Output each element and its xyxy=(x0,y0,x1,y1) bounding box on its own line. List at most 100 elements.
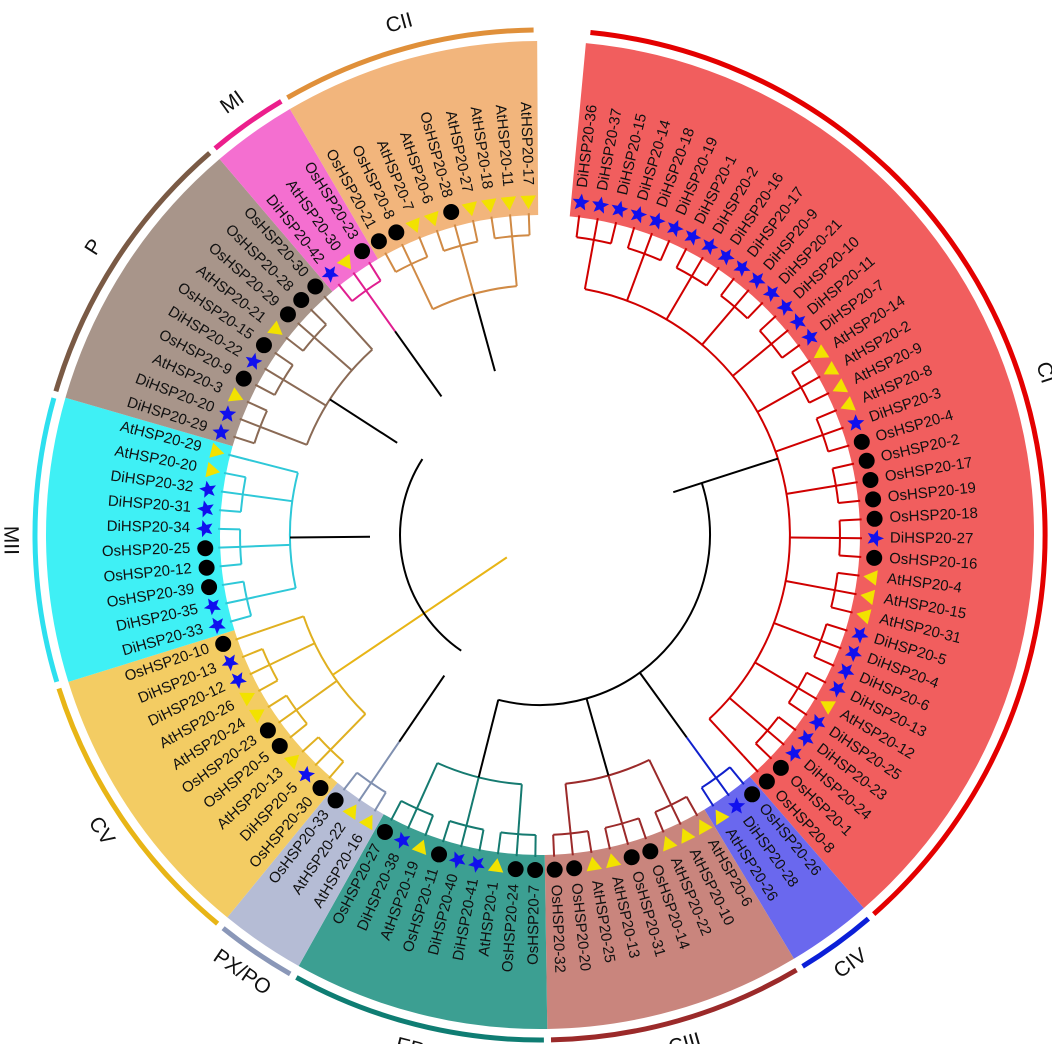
clade-stem xyxy=(672,457,779,494)
tree-branch xyxy=(471,219,479,242)
triangle-marker-icon xyxy=(487,858,504,873)
circle-marker-icon xyxy=(312,780,329,797)
star-marker-icon xyxy=(733,260,751,277)
circle-marker-icon xyxy=(293,292,310,309)
clade-background-px-po xyxy=(227,782,384,967)
tree-branch xyxy=(235,631,257,641)
circle-marker-icon xyxy=(255,337,272,354)
tree-branch xyxy=(787,672,808,704)
tree-branch xyxy=(720,277,735,297)
tree-branch xyxy=(242,581,253,617)
star-marker-icon xyxy=(728,797,746,814)
tree-branch xyxy=(569,833,574,856)
tree-branch xyxy=(246,587,296,600)
tree-branch xyxy=(259,425,308,446)
circle-marker-icon xyxy=(354,243,371,260)
triangle-marker-icon xyxy=(606,853,622,869)
star-marker-icon xyxy=(684,228,702,246)
tree-branch xyxy=(830,606,853,614)
clade-arcs xyxy=(32,27,1048,1043)
tree-branch xyxy=(770,329,789,345)
circle-marker-icon xyxy=(307,278,324,295)
tree-branch xyxy=(576,236,612,245)
tree-branch xyxy=(665,275,693,320)
circle-marker-icon xyxy=(862,471,879,488)
tree-branch xyxy=(459,245,475,295)
triangle-marker-icon xyxy=(205,461,221,478)
tree-branch xyxy=(766,729,785,746)
clade-label-p: P xyxy=(80,235,107,259)
triangle-marker-icon xyxy=(358,814,373,831)
tree-branch xyxy=(415,762,439,809)
clade-arc-mii xyxy=(32,397,60,683)
circle-marker-icon xyxy=(235,370,252,387)
tree-branch xyxy=(254,383,276,396)
tree-branch xyxy=(241,647,263,659)
tree-branch xyxy=(839,518,862,522)
star-marker-icon xyxy=(221,654,239,672)
tree-branch xyxy=(219,563,242,568)
tree-branch xyxy=(586,830,593,854)
tree-branch xyxy=(627,247,662,262)
star-marker-icon xyxy=(797,729,814,747)
clade-background-er xyxy=(298,814,548,1029)
triangle-marker-icon xyxy=(586,856,602,872)
tree-branch xyxy=(835,481,858,487)
tree-branches xyxy=(218,213,862,857)
tree-branch xyxy=(223,471,246,479)
clade-label-cii: CII xyxy=(383,8,415,37)
tree-branch xyxy=(220,490,243,496)
triangle-marker-icon xyxy=(342,804,357,820)
tree-branch xyxy=(297,322,315,339)
tree-branch xyxy=(838,499,861,505)
tree-branch xyxy=(607,775,624,824)
tree-branch xyxy=(815,418,830,452)
leaf-label: OsHSP20-24 xyxy=(499,883,522,972)
tree-branch xyxy=(733,289,750,308)
tree-branch xyxy=(705,266,720,287)
tree-branch xyxy=(690,256,704,277)
tree-branch xyxy=(759,330,783,359)
tree-branch xyxy=(685,796,699,817)
tree-branch xyxy=(351,279,382,302)
triangle-marker-icon xyxy=(461,201,477,217)
circle-marker-icon xyxy=(370,233,387,250)
tree-branch xyxy=(788,701,808,716)
clade-stem xyxy=(638,672,688,738)
tree-branch xyxy=(384,252,397,273)
tree-branch xyxy=(728,697,769,732)
circle-marker-icon xyxy=(376,823,393,840)
circle-marker-icon xyxy=(772,759,789,776)
star-marker-icon xyxy=(837,663,855,681)
tree-branch xyxy=(328,760,345,779)
clade-stem xyxy=(329,398,398,444)
triangle-marker-icon xyxy=(832,378,849,393)
tree-branch xyxy=(759,315,777,332)
tree-branch xyxy=(643,232,654,255)
clade-label-er: ER xyxy=(393,1033,427,1044)
triangle-marker-icon xyxy=(249,709,265,724)
star-marker-icon xyxy=(208,617,226,635)
star-marker-icon xyxy=(229,672,247,689)
star-marker-icon xyxy=(789,313,806,331)
leaf-label: OsHSP20-25 xyxy=(102,540,191,560)
tree-branch xyxy=(490,216,496,239)
clade-arc-mi xyxy=(213,99,283,151)
tree-branch xyxy=(604,827,611,850)
star-marker-icon xyxy=(748,272,766,289)
clade-label-px-po: PX/PO xyxy=(209,945,275,1000)
tree-branch xyxy=(685,736,717,779)
tree-branch xyxy=(773,622,822,642)
clade-arc-civ xyxy=(801,916,871,969)
circle-marker-icon xyxy=(197,540,214,557)
tree-branch xyxy=(700,787,715,807)
tree-branch xyxy=(289,723,308,739)
tree-branch xyxy=(781,344,801,359)
triangle-marker-icon xyxy=(227,387,244,402)
triangle-marker-icon xyxy=(813,344,830,359)
tree-branch xyxy=(806,671,827,684)
tree-branch xyxy=(410,263,434,310)
clade-arc-ciii xyxy=(550,967,798,1043)
clade-label-civ: CIV xyxy=(830,944,872,983)
